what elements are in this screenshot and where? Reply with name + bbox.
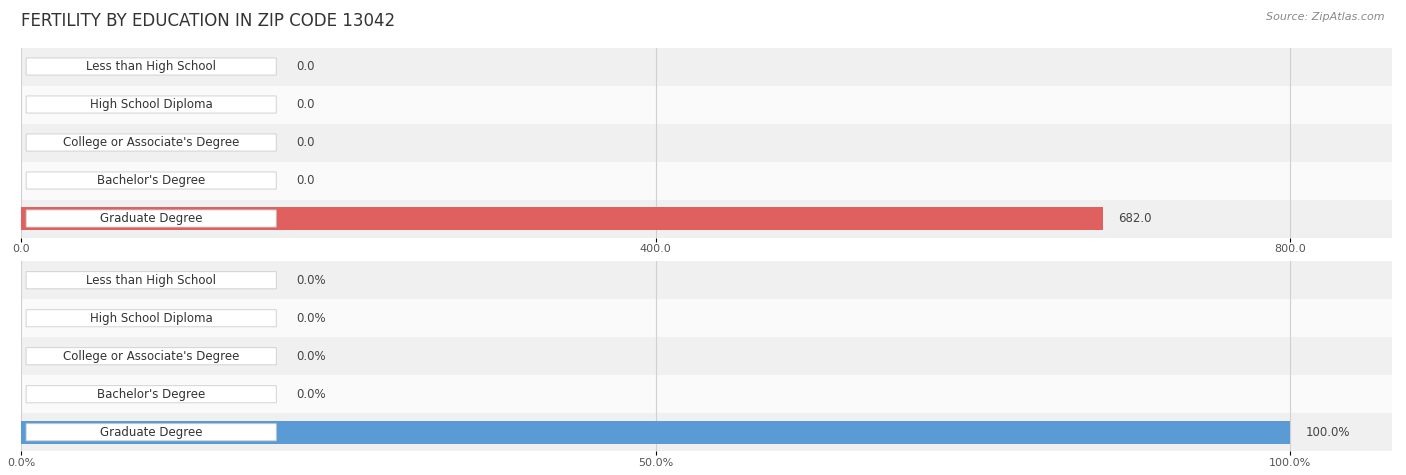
FancyBboxPatch shape — [27, 210, 276, 227]
Text: Graduate Degree: Graduate Degree — [100, 212, 202, 225]
FancyBboxPatch shape — [27, 386, 277, 403]
Text: 0.0%: 0.0% — [297, 388, 326, 401]
Bar — [21, 86, 1392, 124]
Bar — [21, 200, 1392, 238]
FancyBboxPatch shape — [27, 424, 277, 441]
FancyBboxPatch shape — [27, 310, 277, 327]
Text: Less than High School: Less than High School — [86, 60, 217, 73]
Bar — [21, 162, 1392, 199]
Text: High School Diploma: High School Diploma — [90, 312, 212, 325]
Text: College or Associate's Degree: College or Associate's Degree — [63, 136, 239, 149]
FancyBboxPatch shape — [27, 134, 276, 151]
Bar — [21, 337, 1392, 375]
Text: 0.0: 0.0 — [297, 60, 315, 73]
Text: Graduate Degree: Graduate Degree — [100, 426, 202, 439]
Text: Bachelor's Degree: Bachelor's Degree — [97, 388, 205, 401]
Bar — [21, 413, 1392, 451]
FancyBboxPatch shape — [27, 272, 277, 289]
Bar — [21, 48, 1392, 86]
Text: 0.0: 0.0 — [297, 98, 315, 111]
Bar — [21, 421, 1291, 444]
Text: 0.0%: 0.0% — [297, 274, 326, 287]
FancyBboxPatch shape — [27, 96, 276, 113]
Bar — [21, 124, 1392, 162]
FancyBboxPatch shape — [27, 348, 277, 365]
Bar — [21, 375, 1392, 413]
Text: 100.0%: 100.0% — [1306, 426, 1350, 439]
FancyBboxPatch shape — [27, 58, 276, 75]
Text: 0.0: 0.0 — [297, 136, 315, 149]
Text: Less than High School: Less than High School — [86, 274, 217, 287]
Text: Bachelor's Degree: Bachelor's Degree — [97, 174, 205, 187]
Text: 0.0: 0.0 — [297, 174, 315, 187]
Text: College or Associate's Degree: College or Associate's Degree — [63, 350, 239, 363]
Bar — [21, 261, 1392, 299]
FancyBboxPatch shape — [27, 172, 276, 189]
Text: 0.0%: 0.0% — [297, 312, 326, 325]
Bar — [21, 299, 1392, 337]
Text: High School Diploma: High School Diploma — [90, 98, 212, 111]
Text: 682.0: 682.0 — [1118, 212, 1152, 225]
Text: Source: ZipAtlas.com: Source: ZipAtlas.com — [1267, 12, 1385, 22]
Bar — [21, 207, 1104, 230]
Text: 0.0%: 0.0% — [297, 350, 326, 363]
Text: FERTILITY BY EDUCATION IN ZIP CODE 13042: FERTILITY BY EDUCATION IN ZIP CODE 13042 — [21, 12, 395, 30]
